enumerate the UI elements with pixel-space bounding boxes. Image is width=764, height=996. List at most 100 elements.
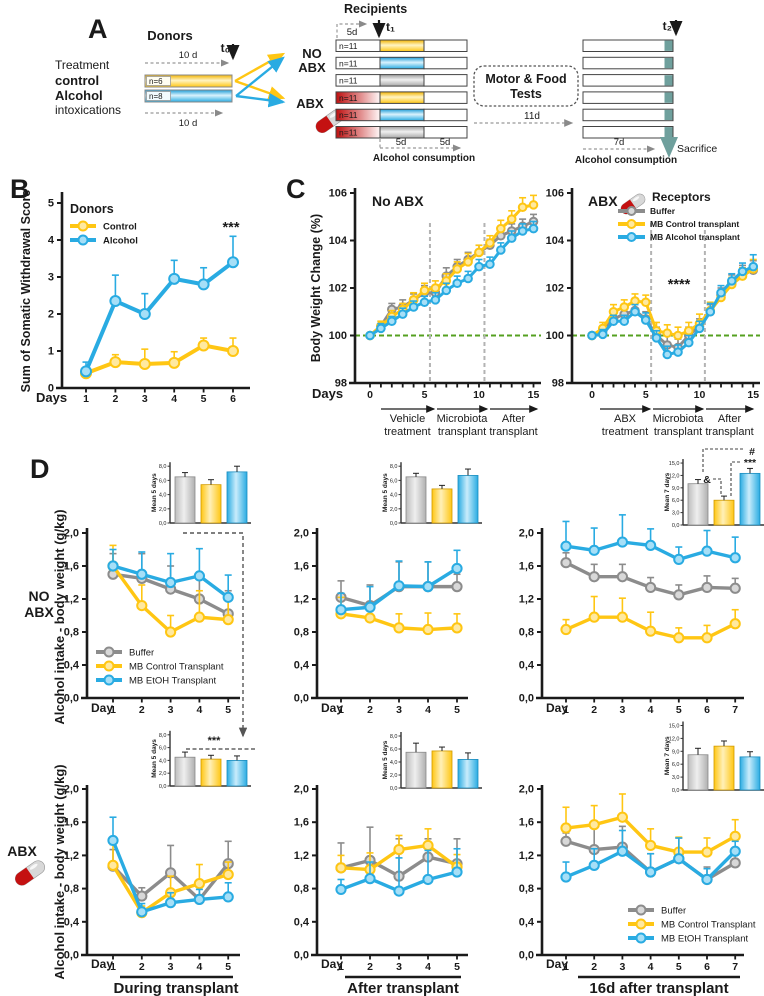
y-tick-label: 0,4 — [64, 916, 80, 928]
alcohol-consumption-right: Alcohol consumption — [575, 155, 677, 166]
data-point — [165, 897, 177, 909]
panel-b: B Sum of Somatic Withdrawal Score 0 1 2 3 4 5… — [10, 174, 250, 405]
inset-bar — [405, 476, 427, 524]
y-tick-label: 104 — [329, 235, 348, 247]
data-point — [419, 285, 430, 296]
series-mb-control-transplant — [587, 258, 759, 341]
data-point — [619, 302, 630, 312]
legend-marker-mbcontrol-icon — [626, 219, 637, 229]
inset-bar — [431, 488, 453, 524]
panel-c-legend-title: Receptors — [652, 190, 711, 204]
panel-b-legend-title: Donors — [70, 202, 114, 216]
x-tick-label: 3 — [168, 961, 174, 973]
data-point — [588, 819, 600, 831]
stars-bracket-icon — [730, 461, 740, 496]
y-tick-label: 1,6 — [294, 817, 309, 829]
inset-tick-label: 12,0 — [669, 736, 680, 742]
y-tick-label: 1,2 — [519, 594, 534, 606]
legend-marker-buffer-icon — [103, 646, 115, 658]
phase-label: transplant — [438, 426, 486, 438]
y-tick-label: 4 — [48, 235, 55, 247]
data-point — [560, 540, 572, 552]
sacrifice-label: Sacrifice — [677, 143, 717, 155]
no-abx-group-label-2: ABX — [298, 60, 326, 75]
x-axis-label: Day — [546, 701, 568, 715]
x-tick-label: 1 — [110, 704, 116, 716]
inset-ylabel: Mean 5 days — [151, 739, 158, 778]
panel-d-letter: D — [30, 454, 50, 484]
y-tick-label: 0,4 — [64, 660, 80, 672]
post-segment — [423, 56, 468, 70]
inset-bar — [713, 499, 735, 526]
final-consumption-bar — [582, 108, 674, 122]
phase-label: Microbiota — [653, 413, 705, 425]
pill-icon — [12, 857, 48, 889]
inset-tick-label: 0,0 — [159, 521, 167, 527]
x-tick-label: 5 — [643, 389, 649, 401]
y-tick-label: 1,2 — [519, 850, 534, 862]
tests-label-2: Tests — [510, 87, 542, 101]
inset-bar — [739, 756, 761, 791]
abx-chart-title: ABX — [588, 193, 618, 209]
alcohol-n-box — [146, 91, 171, 101]
y-tick-label: 1,6 — [519, 817, 534, 829]
legend-label-mbetoh: MB EtOH Transplant — [129, 676, 216, 687]
inset-tick-label: 15,0 — [669, 461, 680, 467]
y-tick-label: 102 — [546, 283, 564, 295]
data-point — [560, 871, 572, 883]
x-tick-label: 6 — [230, 393, 236, 405]
inset-tick-label: 0,0 — [672, 523, 680, 529]
data-point — [430, 295, 441, 305]
x-tick-label: 5 — [454, 704, 460, 716]
tests-label-1: Motor & Food — [485, 72, 566, 86]
data-point — [608, 306, 619, 317]
data-point — [397, 309, 408, 319]
panel-d: D NO ABX ABX Alcohol intake - body weigh… — [7, 446, 764, 996]
x-tick-label: 2 — [139, 961, 145, 973]
legend-label-mbalcohol: MB Alcohol transplant — [650, 232, 740, 242]
data-point — [165, 576, 177, 589]
alcohol-n: n=8 — [149, 92, 163, 101]
data-point — [419, 297, 430, 308]
x-tick-label: 10 — [694, 389, 706, 401]
series-mb-control-transplant — [560, 595, 741, 644]
x-tick-label: 1 — [338, 704, 344, 716]
data-point — [517, 226, 528, 236]
final-consumption-bar — [582, 56, 674, 70]
data-point — [168, 272, 181, 285]
y-tick-label: 1,6 — [64, 817, 79, 829]
recipient-n-label: n=11 — [339, 128, 358, 138]
post-segment — [423, 126, 468, 139]
phase-label: ABX — [614, 413, 637, 425]
alcohol-to-noabx-arrow-icon — [235, 56, 285, 97]
x-tick-label: 5 — [225, 704, 231, 716]
inset-tick-label: 12,0 — [669, 473, 680, 479]
treatment-label: Treatment — [55, 58, 110, 72]
x-axis-label: Days — [36, 390, 67, 405]
y-tick-label: 1 — [48, 346, 54, 358]
data-point — [716, 287, 726, 298]
legend-marker-mbalcohol-icon — [626, 232, 637, 242]
data-point — [587, 330, 597, 341]
data-point — [109, 356, 122, 369]
group-label-during: During transplant — [113, 980, 238, 996]
data-point — [662, 349, 673, 360]
y-tick-label: 0,0 — [64, 693, 79, 705]
y-tick-label: 0 — [48, 383, 54, 395]
series-mb-etoh-transplant — [335, 847, 463, 897]
data-point — [560, 623, 572, 636]
inset-bar — [687, 483, 709, 526]
y-tick-label: 102 — [329, 283, 347, 295]
series-mb-etoh-transplant — [560, 514, 741, 566]
abx-group-label: ABX — [296, 96, 324, 111]
data-point — [597, 329, 608, 340]
y-tick-label: 0,4 — [519, 916, 535, 928]
y-tick-label: 1,2 — [64, 850, 79, 862]
data-point — [496, 245, 506, 255]
data-point — [673, 853, 685, 865]
data-point — [729, 845, 741, 857]
data-point — [451, 866, 463, 878]
data-point — [588, 544, 600, 556]
y-tick-label: 0,4 — [294, 660, 310, 672]
recipient-n-label: n=11 — [339, 110, 358, 120]
